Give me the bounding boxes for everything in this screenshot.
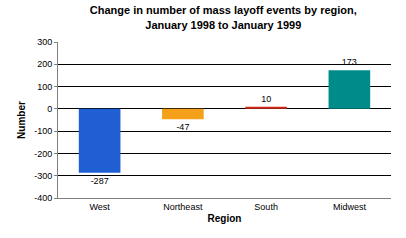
svg-text:100: 100 bbox=[37, 82, 52, 92]
svg-text:-100: -100 bbox=[34, 126, 52, 136]
svg-text:0: 0 bbox=[47, 104, 52, 114]
svg-text:300: 300 bbox=[37, 37, 52, 47]
svg-text:South: South bbox=[254, 202, 278, 212]
svg-text:Region: Region bbox=[208, 213, 242, 224]
svg-text:West: West bbox=[89, 202, 110, 212]
svg-text:-287: -287 bbox=[91, 176, 109, 186]
svg-text:10: 10 bbox=[261, 94, 271, 104]
svg-text:-300: -300 bbox=[34, 171, 52, 181]
svg-text:-200: -200 bbox=[34, 149, 52, 159]
svg-text:200: 200 bbox=[37, 59, 52, 69]
svg-text:-400: -400 bbox=[34, 193, 52, 203]
svg-text:-47: -47 bbox=[176, 122, 189, 132]
svg-text:173: 173 bbox=[342, 57, 357, 67]
svg-text:Midwest: Midwest bbox=[333, 202, 367, 212]
svg-text:Number: Number bbox=[16, 101, 27, 139]
svg-text:Northeast: Northeast bbox=[163, 202, 203, 212]
svg-text:Change in number of mass layof: Change in number of mass layoff events b… bbox=[90, 4, 357, 30]
